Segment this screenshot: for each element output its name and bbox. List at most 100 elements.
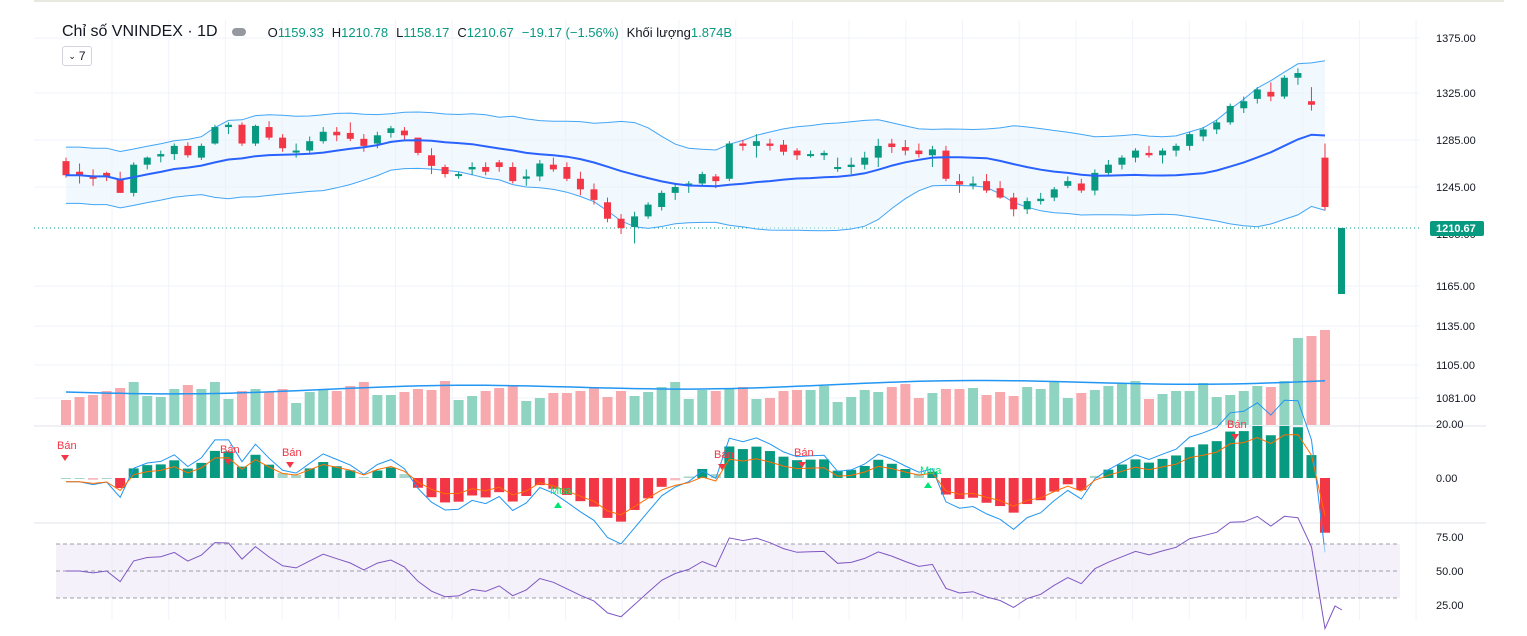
- candle-body: [901, 147, 909, 151]
- macd-histogram-bar: [1184, 447, 1195, 478]
- candle-body: [252, 125, 260, 144]
- macd-tick-label: 20.00: [1436, 419, 1464, 431]
- signal-line: [66, 434, 1326, 517]
- candle-body: [1118, 157, 1126, 165]
- candle-body: [387, 128, 395, 133]
- candle-body: [482, 167, 490, 172]
- candle-body: [928, 149, 936, 156]
- candle-body: [509, 167, 517, 182]
- macd-histogram-bar: [534, 478, 545, 486]
- volume-bar: [1225, 395, 1236, 425]
- volume-bar: [1238, 391, 1249, 425]
- volume-bar: [1265, 387, 1276, 425]
- candle-body: [807, 154, 815, 157]
- volume-bar: [1184, 391, 1195, 425]
- macd-histogram-bar: [737, 449, 748, 478]
- candle-body: [1091, 172, 1099, 191]
- candle-body: [1294, 73, 1302, 78]
- volume-bar: [846, 397, 857, 425]
- candle-body: [1104, 164, 1112, 173]
- volume-bar: [1062, 398, 1073, 425]
- candle-body: [712, 176, 720, 182]
- macd-histogram-bar: [358, 477, 369, 479]
- buy-signal-marker: [554, 502, 562, 508]
- volume-bar: [196, 389, 207, 425]
- macd-histogram-bar: [494, 478, 505, 493]
- volume-bar: [1198, 383, 1209, 425]
- open-key: O: [267, 24, 278, 40]
- price-tick-label: 1285.00: [1436, 135, 1476, 147]
- volume-bar: [209, 382, 220, 425]
- visibility-icon[interactable]: [231, 28, 246, 36]
- candle-body: [1280, 77, 1288, 97]
- volume-bar: [1252, 386, 1263, 425]
- macd-histogram-bar: [155, 464, 166, 478]
- volume-bar: [1157, 394, 1168, 425]
- candle-body: [834, 167, 842, 170]
- macd-histogram-bar: [169, 460, 180, 478]
- high-key: H: [331, 24, 342, 40]
- candlesticks: [62, 68, 1345, 294]
- macd-histogram-bar: [480, 478, 491, 498]
- candle-body: [915, 150, 923, 155]
- volume-bar: [128, 382, 139, 425]
- low-value: 1158.17: [403, 24, 450, 40]
- macd-histogram-bar: [805, 459, 816, 478]
- bollinger-lower: [66, 167, 1326, 232]
- signal-label: Bán: [282, 447, 302, 459]
- volume-bar: [1306, 336, 1317, 425]
- bollinger-band: [66, 60, 1326, 232]
- macd-histogram-bar: [1130, 459, 1141, 478]
- volume-bar: [399, 392, 410, 425]
- low-key: L: [396, 24, 404, 40]
- volume-bar: [426, 390, 437, 425]
- candle-body: [576, 178, 584, 190]
- volume-bar: [507, 386, 518, 425]
- volume-bar: [385, 395, 396, 425]
- signal-label: Bán: [794, 447, 814, 459]
- candle-body: [698, 174, 706, 184]
- candle-body: [130, 164, 138, 193]
- candle-body: [1010, 197, 1018, 210]
- candle-body: [495, 162, 503, 168]
- macd-histogram-bar: [1049, 478, 1060, 492]
- candle-body: [739, 143, 747, 146]
- volume-bar: [995, 392, 1006, 425]
- ma-line: [66, 133, 1326, 188]
- close-value: 1210.67: [466, 24, 514, 40]
- volume-bar: [981, 395, 992, 425]
- bollinger-upper: [66, 60, 1326, 153]
- candle-body: [590, 189, 598, 200]
- candle-body: [306, 141, 314, 151]
- volume-bar: [737, 387, 748, 425]
- volume-bar: [778, 391, 789, 425]
- volume-ma-line: [65, 379, 1326, 395]
- volume-bar: [792, 390, 803, 425]
- volume-bar: [575, 391, 586, 425]
- volume-bar: [561, 393, 572, 425]
- candle-body: [1213, 122, 1221, 130]
- symbol-title[interactable]: Chỉ số VNINDEX · 1D: [62, 23, 218, 40]
- macd-histogram-bar: [1306, 455, 1317, 478]
- macd-histogram-bar: [223, 451, 234, 478]
- macd-histogram-bar: [1252, 425, 1263, 478]
- candle-body: [1186, 134, 1194, 146]
- macd-histogram-bar: [995, 478, 1006, 507]
- signal-label: Bán: [220, 444, 240, 456]
- macd-histogram-bar: [588, 478, 599, 507]
- candle-body: [1199, 129, 1207, 137]
- candle-body: [373, 135, 381, 144]
- volume-bar: [643, 392, 654, 425]
- macd-histogram-bar: [196, 462, 207, 478]
- volume-bar: [602, 397, 613, 425]
- volume-bar: [74, 397, 85, 425]
- candle-body: [265, 127, 273, 138]
- macd-histogram-bar: [1089, 475, 1100, 478]
- volume-bar: [940, 389, 951, 425]
- macd-histogram-bar: [1320, 478, 1330, 533]
- volume-bar: [1279, 381, 1290, 425]
- candle-body: [1267, 91, 1275, 97]
- indicators-collapse-button[interactable]: ⌄ 7: [62, 46, 92, 66]
- open-value: 1159.33: [277, 24, 324, 40]
